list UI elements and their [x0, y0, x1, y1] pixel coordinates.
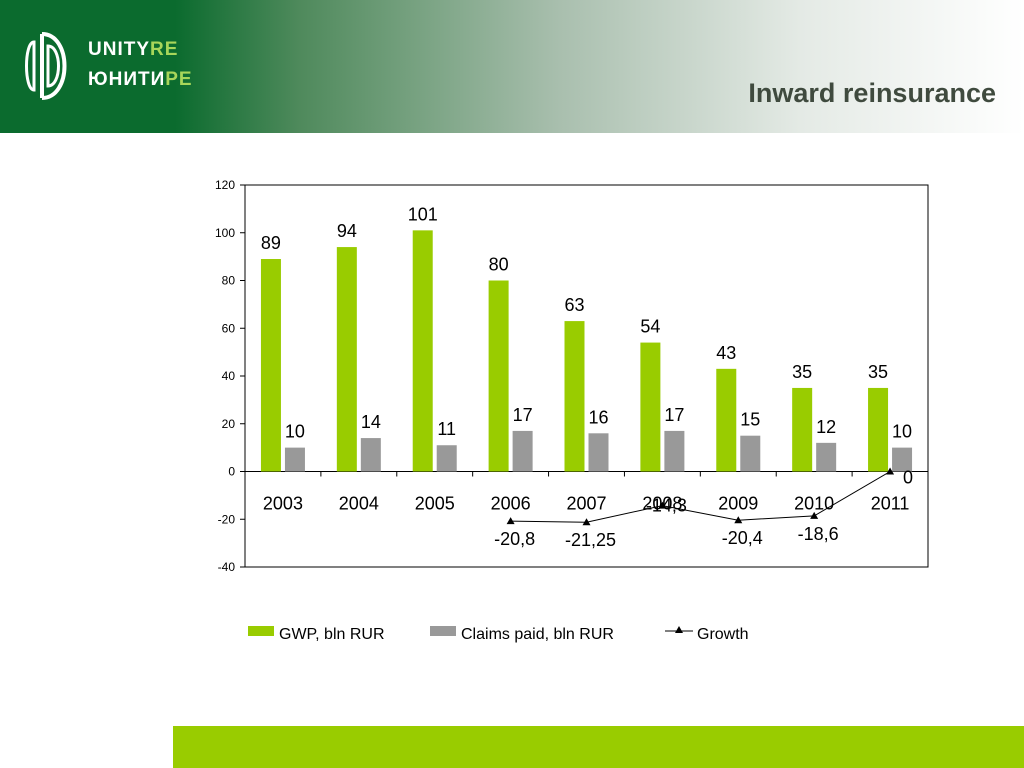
- claims-data-label: 12: [816, 417, 836, 437]
- y-tick-label: 20: [222, 417, 236, 431]
- claims-bar: [816, 442, 837, 472]
- claims-data-label: 11: [437, 419, 456, 439]
- gwp-bar: [260, 259, 281, 472]
- growth-chart: 120100806040200-20-408910200394142004101…: [215, 178, 929, 643]
- growth-marker: [810, 511, 819, 519]
- y-tick-label: 120: [215, 178, 235, 192]
- y-tick-label: 100: [215, 226, 235, 240]
- logo-line-latin: UNITYRE: [88, 40, 178, 60]
- x-category-label: 2003: [263, 494, 303, 514]
- claims-bar: [436, 445, 457, 472]
- legend-growth-label: Growth: [697, 626, 749, 643]
- gwp-bar: [716, 368, 737, 472]
- claims-bar: [360, 438, 381, 472]
- claims-bar: [588, 433, 609, 472]
- y-tick-label: 40: [222, 369, 236, 383]
- logo-mark-icon: [25, 32, 67, 100]
- growth-data-label: -20,8: [494, 529, 535, 549]
- page-title: Inward reinsurance: [748, 78, 996, 108]
- x-category-label: 2009: [718, 494, 758, 514]
- claims-data-label: 17: [664, 405, 684, 425]
- header-banner: [0, 0, 1024, 133]
- y-tick-label: -40: [218, 560, 236, 574]
- y-tick-label: 0: [228, 465, 235, 479]
- claims-data-label: 10: [285, 422, 305, 442]
- gwp-data-label: 80: [489, 255, 509, 275]
- gwp-data-label: 94: [337, 221, 357, 241]
- claims-bar: [664, 430, 685, 472]
- gwp-bar: [792, 387, 813, 472]
- gwp-bar: [868, 387, 889, 472]
- y-tick-label: 80: [222, 274, 236, 288]
- gwp-data-label: 35: [792, 362, 812, 382]
- claims-data-label: 16: [588, 407, 608, 427]
- x-category-label: 2004: [339, 494, 379, 514]
- legend-claims-label: Claims paid, bln RUR: [461, 626, 614, 643]
- gwp-bar: [488, 280, 509, 472]
- claims-data-label: 15: [740, 410, 760, 430]
- growth-marker: [886, 467, 895, 475]
- growth-data-label: 0: [903, 468, 913, 488]
- gwp-bar: [336, 247, 357, 472]
- x-category-label: 2007: [566, 494, 606, 514]
- gwp-data-label: 101: [408, 204, 438, 224]
- gwp-bar: [412, 230, 433, 472]
- gwp-data-label: 63: [564, 295, 584, 315]
- claims-data-label: 14: [361, 412, 381, 432]
- claims-data-label: 10: [892, 422, 912, 442]
- x-category-label: 2011: [871, 494, 910, 514]
- growth-data-label: -21,25: [565, 530, 616, 550]
- growth-data-label: -14,3: [646, 496, 687, 516]
- growth-marker: [582, 518, 591, 526]
- legend-gwp-label: GWP, bln RUR: [279, 626, 385, 643]
- y-tick-label: 60: [222, 321, 236, 335]
- logo-uniti-text: ЮНИТИ: [88, 69, 166, 90]
- legend-claims-swatch: [430, 626, 456, 636]
- growth-marker: [658, 501, 667, 509]
- claims-bar: [284, 447, 305, 472]
- gwp-data-label: 35: [868, 362, 888, 382]
- growth-data-label: -18,6: [798, 524, 839, 544]
- growth-marker: [734, 516, 743, 524]
- y-tick-label: -20: [218, 512, 236, 526]
- logo-unity-text: UNITY: [88, 39, 150, 60]
- growth-series-line: [510, 471, 891, 523]
- claims-bar: [892, 447, 913, 472]
- claims-bar: [740, 435, 761, 472]
- gwp-bar: [640, 342, 661, 472]
- legend-growth-marker: [675, 626, 683, 633]
- logo-re-text: RE: [150, 39, 179, 60]
- x-category-label: 2010: [794, 494, 834, 514]
- company-logo: UNITYRE ЮНИТИРЕ: [22, 30, 192, 102]
- footer-bar: [173, 726, 1024, 768]
- growth-marker: [506, 517, 515, 525]
- gwp-data-label: 54: [640, 317, 660, 337]
- claims-bar: [512, 430, 533, 472]
- x-category-label: 2005: [415, 494, 455, 514]
- claims-data-label: 17: [513, 405, 533, 425]
- gwp-data-label: 89: [261, 233, 281, 253]
- logo-pe-text: РЕ: [165, 69, 193, 90]
- legend-gwp-swatch: [248, 626, 274, 636]
- gwp-data-label: 43: [716, 343, 736, 363]
- x-category-label: 2006: [491, 494, 531, 514]
- gwp-bar: [564, 321, 585, 472]
- logo-line-cyrillic: ЮНИТИРЕ: [88, 70, 193, 90]
- growth-data-label: -20,4: [722, 528, 763, 548]
